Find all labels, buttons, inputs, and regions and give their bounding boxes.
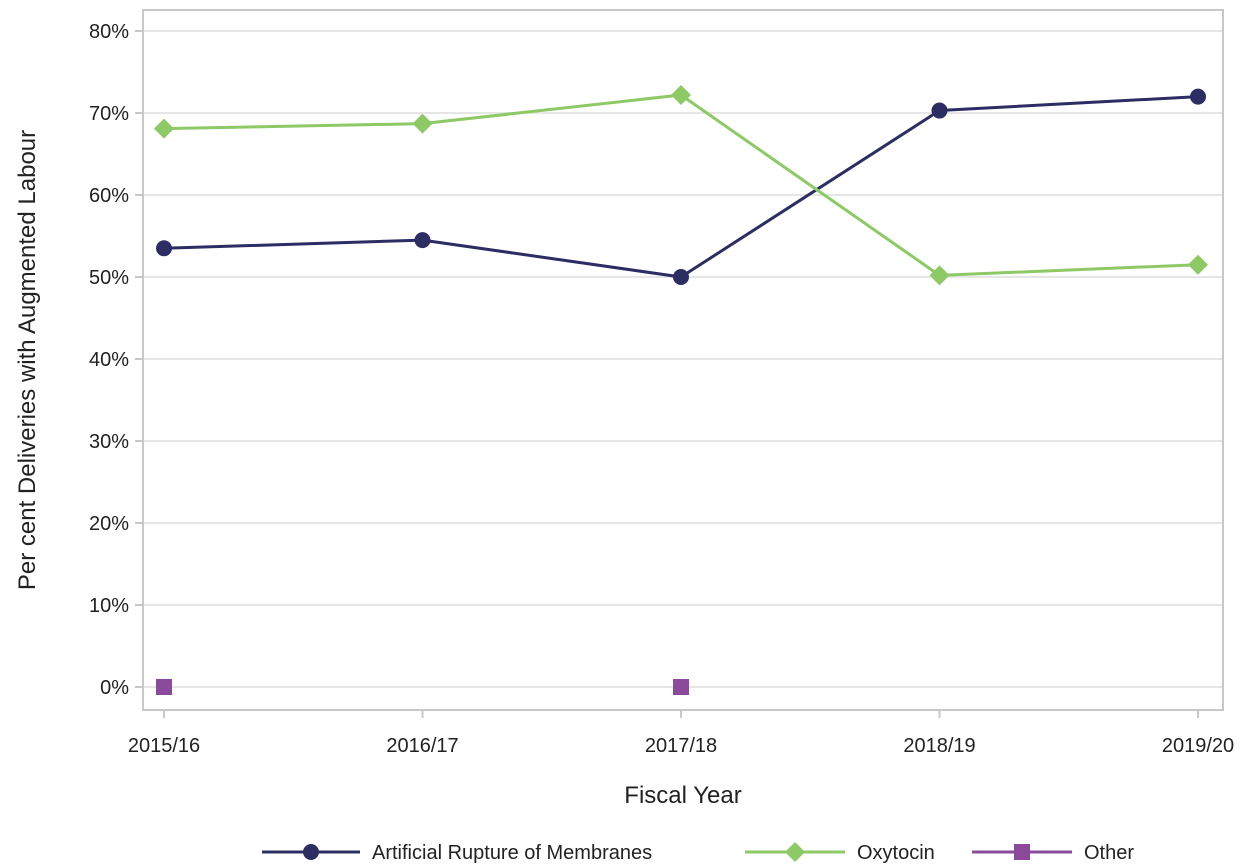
x-axis-title: Fiscal Year: [624, 782, 741, 809]
y-tick-label: 70%: [89, 103, 129, 125]
series-line: [163, 95, 1199, 279]
series-line: [163, 93, 1199, 277]
legend-label: Oxytocin: [857, 842, 935, 864]
x-tick-label: 2015/16: [128, 735, 200, 757]
data-point: [673, 269, 689, 285]
x-tick-label: 2016/17: [386, 735, 458, 757]
legend-item: Artificial Rupture of Membranes: [262, 842, 652, 864]
y-tick-label: 0%: [100, 677, 129, 699]
series-3: [156, 679, 689, 695]
data-point: [1188, 254, 1208, 275]
legend-marker: [303, 844, 319, 860]
legend-item: Other: [972, 842, 1134, 864]
legend: Artificial Rupture of Membranes Oxytocin O…: [262, 842, 1134, 864]
x-tick-label: 2017/18: [645, 735, 717, 757]
data-point: [671, 84, 691, 105]
data-point: [156, 240, 172, 257]
x-axis: 2015/16 2016/17 2017/18 2018/19 2019/20: [128, 710, 1234, 757]
data-point: [931, 102, 948, 119]
series-layer: [154, 84, 1208, 695]
y-axis-title: Per cent Deliveries with Augmented Labou…: [14, 130, 41, 590]
y-axis: 0% 10% 20% 30% 40% 50% 60% 70% 80%: [89, 21, 143, 699]
data-point: [412, 113, 433, 134]
gridlines: [143, 30, 1223, 688]
data-point: [154, 118, 174, 139]
y-tick-label: 50%: [89, 267, 129, 289]
y-tick-label: 30%: [89, 431, 129, 453]
data-point: [414, 232, 431, 249]
y-tick-label: 20%: [89, 513, 129, 535]
x-tick-label: 2019/20: [1162, 735, 1234, 757]
x-tick-label: 2018/19: [903, 735, 975, 757]
legend-marker: [1014, 844, 1030, 860]
y-tick-label: 60%: [89, 185, 129, 207]
data-point: [929, 265, 950, 286]
y-tick-label: 80%: [89, 21, 129, 43]
legend-label: Other: [1084, 842, 1134, 864]
series-2: [154, 84, 1208, 286]
legend-item: Oxytocin: [745, 842, 935, 864]
legend-label: Artificial Rupture of Membranes: [372, 842, 652, 864]
data-point: [1190, 88, 1206, 105]
series-1: [156, 88, 1206, 285]
data-point: [156, 679, 172, 695]
y-tick-label: 40%: [89, 349, 129, 371]
legend-marker: [785, 842, 805, 862]
y-tick-label: 10%: [89, 595, 129, 617]
data-point: [673, 679, 689, 695]
